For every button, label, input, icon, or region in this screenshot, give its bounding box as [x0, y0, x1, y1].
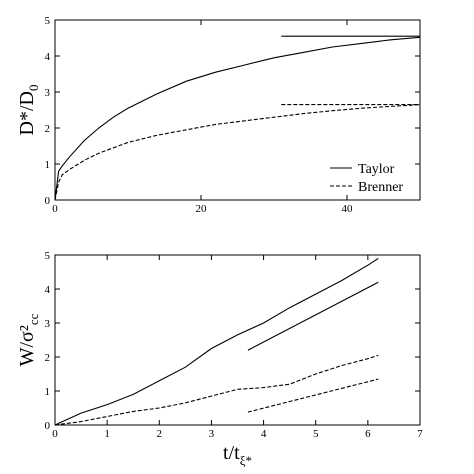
legend-label: Taylor [358, 162, 395, 177]
y-tick-label: 5 [45, 15, 51, 27]
y-label-sub: 0 [26, 85, 41, 92]
y-tick-label: 0 [45, 195, 51, 207]
series-line [54, 36, 421, 201]
y-tick-label: 4 [45, 51, 51, 63]
legend-label: Brenner [358, 180, 403, 195]
reference-line [247, 378, 379, 413]
x-tick-label: 4 [261, 428, 267, 440]
y-tick-label: 1 [45, 159, 51, 171]
y-tick-label: 3 [45, 87, 51, 99]
y-tick-label: 3 [45, 318, 51, 330]
plot-frame [54, 254, 421, 426]
y-label-sub: cc [26, 313, 41, 325]
series-line [54, 354, 379, 426]
y-axis-label: W/σ²cc [16, 313, 41, 366]
x-tick-label: 7 [417, 428, 423, 440]
y-tick-label: 5 [45, 250, 51, 262]
y-tick-label: 0 [45, 420, 51, 432]
x-tick-label: 40 [342, 203, 354, 215]
y-tick-label: 2 [45, 352, 51, 364]
y-tick-label: 2 [45, 123, 51, 135]
x-tick-label: 1 [104, 428, 110, 440]
x-tick-label: 0 [52, 203, 58, 215]
x-label-main: t/t [223, 442, 240, 464]
y-axis-label: D*/D0 [16, 85, 41, 136]
x-tick-label: 0 [52, 428, 58, 440]
series-line [54, 257, 379, 426]
x-axis-label: t/tξ* [223, 442, 252, 468]
series-line [54, 104, 421, 201]
x-tick-label: 3 [209, 428, 215, 440]
y-label-main: W/σ² [16, 325, 38, 366]
plot-frame [54, 19, 421, 201]
y-label-main: D*/D [16, 91, 38, 135]
x-tick-label: 2 [157, 428, 163, 440]
x-tick-label: 5 [313, 428, 319, 440]
reference-line [247, 281, 379, 351]
x-label-sub: ξ* [240, 453, 252, 468]
x-tick-label: 6 [365, 428, 371, 440]
x-tick-label: 20 [196, 203, 208, 215]
y-tick-label: 4 [45, 284, 51, 296]
y-tick-label: 1 [45, 386, 51, 398]
